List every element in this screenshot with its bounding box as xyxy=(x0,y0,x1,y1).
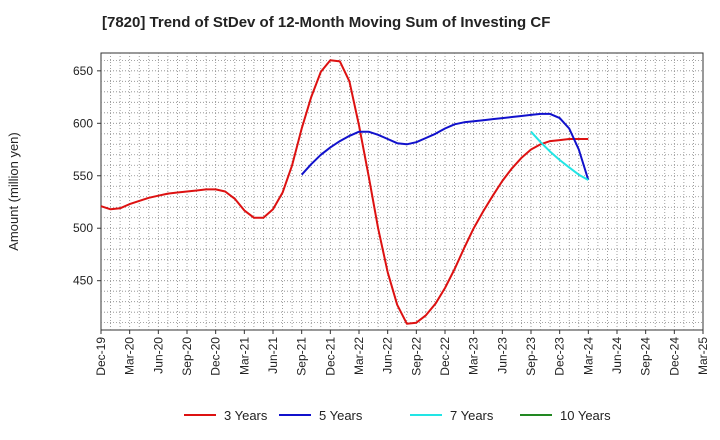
legend-label-3-years: 3 Years xyxy=(224,408,268,423)
x-tick-label: Mar-24 xyxy=(581,337,595,375)
y-tick-label: 550 xyxy=(73,169,93,183)
x-tick-label: Dec-19 xyxy=(94,337,108,376)
x-tick-label: Sep-24 xyxy=(639,337,653,376)
x-tick-label: Mar-20 xyxy=(123,337,137,375)
x-tick-label: Dec-23 xyxy=(553,337,567,376)
x-tick-label: Sep-23 xyxy=(524,337,538,376)
grid-layer xyxy=(100,52,704,331)
x-tick-label: Sep-22 xyxy=(409,337,423,376)
x-tick-label: Mar-25 xyxy=(696,337,710,375)
x-tick-label: Sep-20 xyxy=(180,337,194,376)
legend-label-10-years: 10 Years xyxy=(560,408,611,423)
series-layer xyxy=(100,59,590,325)
legend-label-5-years: 5 Years xyxy=(319,408,363,423)
series-line-7-years xyxy=(530,131,589,181)
y-tick-label: 600 xyxy=(73,116,93,130)
x-tick-label: Mar-23 xyxy=(467,337,481,375)
chart-title: [7820] Trend of StDev of 12-Month Moving… xyxy=(102,14,551,31)
x-tick-label: Sep-21 xyxy=(295,337,309,376)
y-tick-label: 650 xyxy=(73,64,93,78)
x-tick-label: Jun-24 xyxy=(610,337,624,374)
x-tick-label: Jun-22 xyxy=(381,337,395,374)
x-tick-label: Dec-21 xyxy=(323,337,337,376)
series-line-3-years xyxy=(100,59,589,325)
y-tick-label: 500 xyxy=(73,221,93,235)
plot-frame xyxy=(100,52,704,331)
series-line-5-years xyxy=(300,112,590,181)
x-tick-label: Dec-22 xyxy=(438,337,452,376)
legend: 3 Years 5 Years 7 Years 10 Years xyxy=(184,408,611,423)
axis-layer: 450 500 550 600 650 Dec-19 Mar-20 Jun-20 Sep-20 D… xyxy=(6,64,710,376)
x-tick-label: Jun-23 xyxy=(495,337,509,374)
x-tick-label: Jun-20 xyxy=(151,337,165,374)
x-tick-label: Jun-21 xyxy=(266,337,280,374)
x-tick-label: Dec-24 xyxy=(667,337,681,376)
y-tick-label: 450 xyxy=(73,274,93,288)
legend-label-7-years: 7 Years xyxy=(450,408,494,423)
y-axis-title: Amount (million yen) xyxy=(6,132,21,251)
x-tick-label: Dec-20 xyxy=(209,337,223,376)
x-tick-label: Mar-21 xyxy=(237,337,251,375)
x-tick-label: Mar-22 xyxy=(352,337,366,375)
